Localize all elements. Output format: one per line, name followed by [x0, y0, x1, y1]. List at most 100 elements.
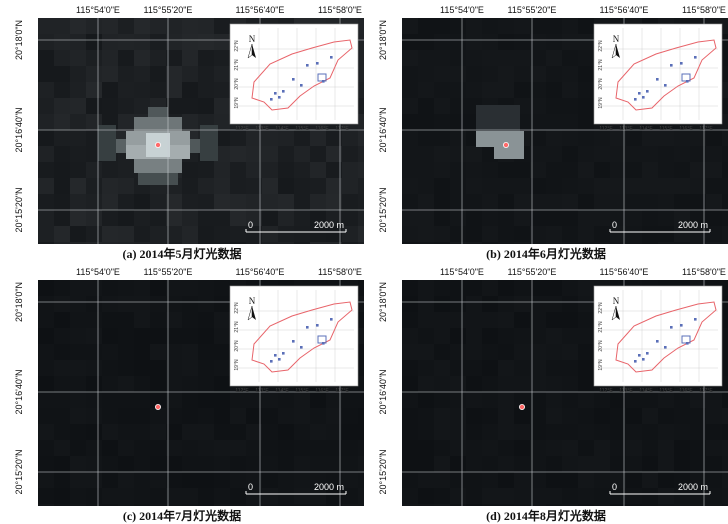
- raster-cell: [482, 408, 498, 424]
- raster-cell: [514, 162, 530, 178]
- raster-cell: [230, 440, 246, 456]
- raster-cell: [310, 472, 326, 488]
- inset-point: [664, 84, 667, 87]
- raster-cell: [562, 178, 578, 194]
- raster-cell: [562, 328, 578, 344]
- raster-cell: [482, 280, 498, 296]
- raster-cell: [134, 456, 150, 472]
- raster-cell: [358, 488, 364, 504]
- raster-cell: [594, 194, 610, 210]
- raster-cell: [342, 226, 358, 242]
- latitude-label: 20°15'20"N: [378, 449, 388, 494]
- longitude-label: 115°58'0"E: [318, 267, 362, 277]
- raster-cell: [70, 66, 86, 82]
- raster-cell: [466, 440, 482, 456]
- raster-cell: [578, 504, 594, 506]
- raster-cell: [358, 424, 364, 440]
- latitude-label: 20°16'40"N: [14, 369, 24, 414]
- raster-cell: [86, 440, 102, 456]
- raster-cell: [198, 50, 214, 66]
- raster-cell: [530, 34, 546, 50]
- raster-cell: [658, 392, 674, 408]
- raster-cell: [198, 242, 214, 244]
- raster-cell: [214, 504, 230, 506]
- raster-cell: [578, 114, 594, 130]
- raster-cell: [450, 376, 466, 392]
- inset-region-outline: [251, 39, 353, 111]
- raster-cell: [262, 408, 278, 424]
- inset-region-outline: [615, 301, 717, 373]
- raster-cell: [166, 296, 182, 312]
- raster-cell: [326, 408, 342, 424]
- raster-cell: [402, 456, 418, 472]
- raster-cell: [294, 504, 310, 506]
- raster-cell: [182, 66, 198, 82]
- raster-cell: [38, 296, 54, 312]
- raster-cell: [118, 456, 134, 472]
- raster-cell: [546, 210, 562, 226]
- raster-cell: [450, 130, 466, 146]
- raster-cell: [514, 360, 530, 376]
- raster-cell: [482, 34, 498, 50]
- raster-cell: [214, 210, 230, 226]
- raster-cell: [434, 504, 450, 506]
- raster-cell: [642, 210, 658, 226]
- raster-cell: [310, 178, 326, 194]
- raster-cell: [230, 392, 246, 408]
- raster-cell: [150, 408, 166, 424]
- inset-highlight-box: [681, 335, 691, 344]
- raster-cell: [594, 424, 610, 440]
- raster-cell: [182, 456, 198, 472]
- raster-cell: [214, 34, 230, 50]
- raster-cell: [450, 408, 466, 424]
- raster-cell: [342, 178, 358, 194]
- raster-cell: [342, 194, 358, 210]
- raster-cell: [182, 328, 198, 344]
- raster-cell: [70, 178, 86, 194]
- raster-cell: [54, 226, 70, 242]
- raster-cell: [690, 226, 706, 242]
- raster-cell: [482, 504, 498, 506]
- raster-cell: [182, 440, 198, 456]
- raster-cell: [562, 82, 578, 98]
- raster-cell: [722, 344, 728, 360]
- inset-region-outline: [615, 39, 717, 111]
- raster-cell: [642, 194, 658, 210]
- raster-cell: [214, 312, 230, 328]
- inset-point: [306, 326, 309, 329]
- raster-cell: [402, 242, 418, 244]
- panel-b-map: 115°54'0"E 115°55'20"E 115°56'40"E 115°58'0…: [378, 5, 728, 244]
- raster-cell: [466, 408, 482, 424]
- longitude-label: 115°55'20"E: [144, 5, 193, 15]
- raster-cell: [434, 146, 450, 162]
- raster-cell: [498, 162, 514, 178]
- raster-cell: [546, 360, 562, 376]
- raster-cell: [546, 408, 562, 424]
- raster-cell: [722, 312, 728, 328]
- raster-cell: [466, 376, 482, 392]
- raster-cell: [358, 162, 364, 178]
- raster-cell: [118, 66, 134, 82]
- raster-cell: [102, 242, 118, 244]
- inset-point: [634, 360, 637, 363]
- raster-cell: [38, 360, 54, 376]
- scale-distance-label: 2000 m: [314, 220, 344, 230]
- raster-cell: [434, 194, 450, 210]
- raster-cell: [530, 328, 546, 344]
- raster-cell: [358, 130, 364, 146]
- raster-cell: [626, 392, 642, 408]
- raster-cell: [118, 344, 134, 360]
- raster-cell: [434, 178, 450, 194]
- raster-cell: [402, 424, 418, 440]
- raster-cell: [530, 114, 546, 130]
- inset-locator-map: N 22°N 21°N 20°N 19°N: [229, 285, 359, 387]
- raster-cell: [38, 392, 54, 408]
- inset-point: [300, 346, 303, 349]
- raster-cell: [278, 210, 294, 226]
- light-glow-block: [98, 125, 116, 161]
- north-arrow-icon: [252, 44, 256, 58]
- raster-cell: [498, 360, 514, 376]
- raster-cell: [466, 424, 482, 440]
- raster-cell: [434, 226, 450, 242]
- raster-cell: [418, 392, 434, 408]
